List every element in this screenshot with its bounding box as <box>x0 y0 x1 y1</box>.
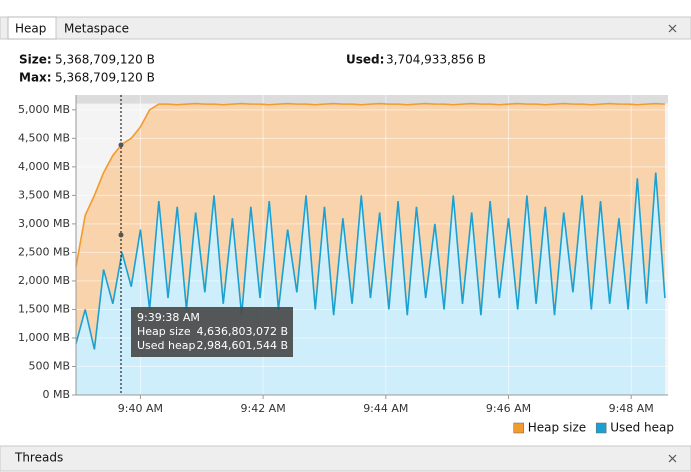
plot-top-band <box>76 95 668 104</box>
line <box>75 102 665 267</box>
y-tick-label: 3,500 MB <box>18 188 70 201</box>
legend-swatch <box>513 422 524 434</box>
line <box>75 172 666 350</box>
tab-bar <box>0 16 691 40</box>
tooltip-value: 2,984,601,544 B <box>196 339 288 352</box>
y-tick-label: 500 MB <box>28 359 70 372</box>
value: 5,368,709,120 B <box>55 71 155 85</box>
x-tick-label: 9:48 AM <box>609 402 654 415</box>
close-icon[interactable] <box>668 454 677 463</box>
legend-swatch <box>595 422 607 434</box>
label: Used: <box>346 53 384 67</box>
cursor-point <box>118 232 124 238</box>
y-tick-label: 2,500 MB <box>18 245 70 258</box>
y-tick-label: 1,000 MB <box>18 331 70 344</box>
x-tick-label: 9:42 AM <box>240 402 285 415</box>
tab[interactable]: Heap <box>15 22 46 36</box>
tooltip <box>131 307 293 357</box>
legend-label: Used heap <box>610 421 674 435</box>
label: Size: <box>19 53 52 67</box>
tab[interactable]: Metaspace <box>64 22 129 36</box>
tooltip-label: Used heap <box>137 339 196 352</box>
value: 5,368,709,120 B <box>55 53 155 67</box>
panel-title[interactable]: Threads <box>14 451 63 465</box>
close-icon[interactable] <box>668 24 677 33</box>
y-tick-label: 5,000 MB <box>18 103 70 116</box>
cursor-point <box>118 142 124 148</box>
tooltip-time: 9:39:38 AM <box>137 311 200 324</box>
y-tick-label: 3,000 MB <box>18 217 70 230</box>
tooltip-label: Heap size <box>137 325 191 338</box>
value: 3,704,933,856 B <box>386 53 486 67</box>
x-tick-label: 9:44 AM <box>363 402 408 415</box>
label: Max: <box>19 71 52 85</box>
y-tick-label: 1,500 MB <box>18 302 70 315</box>
tooltip-value: 4,636,803,072 B <box>196 325 288 338</box>
y-tick-label: 4,500 MB <box>18 131 70 144</box>
y-tick-label: 0 MB <box>42 388 70 401</box>
x-tick-label: 9:46 AM <box>486 402 531 415</box>
panel-bar <box>0 445 691 472</box>
x-tick-label: 9:40 AM <box>118 402 163 415</box>
legend-label: Heap size <box>528 421 586 435</box>
y-tick-label: 2,000 MB <box>18 274 70 287</box>
y-tick-label: 4,000 MB <box>18 160 70 173</box>
chart: 0 MB 500 MB 1,000 MB 1,500 MB 2,000 MB 2,500 … <box>18 95 674 435</box>
